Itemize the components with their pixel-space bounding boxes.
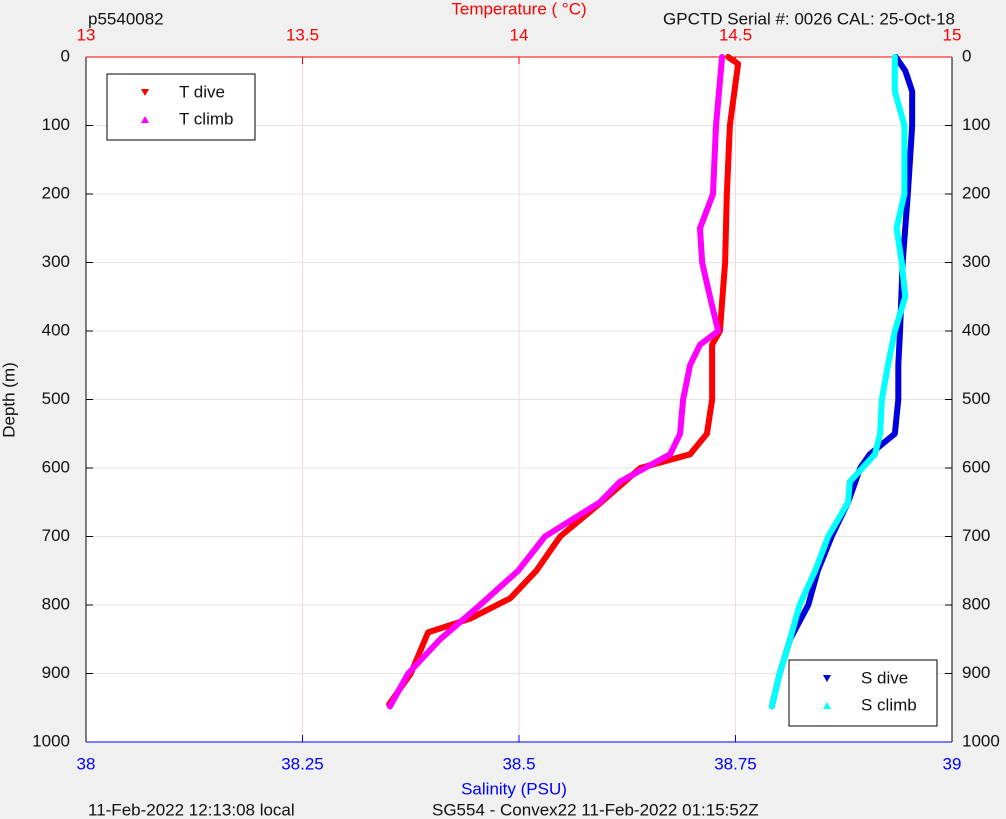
legend-box <box>106 73 256 141</box>
legend-marker <box>141 89 149 96</box>
y-tick-label: 0 <box>61 46 70 65</box>
legend-label: S dive <box>861 668 908 687</box>
y2-tick-label: 300 <box>962 252 990 271</box>
series-line <box>386 54 726 710</box>
y-axis-title: Depth (m) <box>0 362 18 438</box>
x-tick-label: 38.25 <box>281 754 324 773</box>
x2-tick-label: 13 <box>77 25 96 44</box>
y-tick-label: 400 <box>42 320 70 339</box>
y-tick-label: 200 <box>42 183 70 202</box>
legend-box <box>788 659 938 727</box>
title-right: GPCTD Serial #: 0026 CAL: 25-Oct-18 <box>663 9 955 28</box>
y-tick-label: 500 <box>42 389 70 408</box>
y-tick-label: 1000 <box>32 731 70 750</box>
footer-left: 11-Feb-2022 12:13:08 local <box>88 800 295 819</box>
y2-tick-label: 800 <box>962 594 990 613</box>
x2-tick-label: 13.5 <box>286 25 319 44</box>
y-tick-label: 800 <box>42 594 70 613</box>
y-tick-label: 900 <box>42 663 70 682</box>
x-tick-label: 38 <box>77 754 96 773</box>
y2-tick-label: 900 <box>962 663 990 682</box>
legend-label: T dive <box>179 82 225 101</box>
y2-tick-label: 100 <box>962 115 990 134</box>
legend-label: T climb <box>179 109 233 128</box>
x2-tick-label: 14 <box>510 25 529 44</box>
footer-center: SG554 - Convex22 11-Feb-2022 01:15:52Z <box>432 800 759 819</box>
x-tick-label: 38.5 <box>502 754 535 773</box>
series-line <box>768 54 916 710</box>
y2-tick-label: 600 <box>962 457 990 476</box>
series-line <box>768 54 909 710</box>
y-tick-label: 300 <box>42 252 70 271</box>
legend-marker <box>141 116 149 123</box>
series-line <box>386 54 742 708</box>
y-tick-label: 100 <box>42 115 70 134</box>
y2-tick-label: 0 <box>962 46 971 65</box>
y2-tick-label: 500 <box>962 389 990 408</box>
y2-tick-label: 1000 <box>962 731 1000 750</box>
x-axis-title: Salinity (PSU) <box>461 779 567 798</box>
x-tick-label: 38.75 <box>714 754 757 773</box>
legend-label: S climb <box>861 695 917 714</box>
y-tick-label: 600 <box>42 457 70 476</box>
y2-tick-label: 200 <box>962 183 990 202</box>
y-tick-label: 700 <box>42 526 70 545</box>
y2-tick-label: 400 <box>962 320 990 339</box>
legend-marker <box>823 675 831 682</box>
y2-tick-label: 700 <box>962 526 990 545</box>
x2-tick-label: 14.5 <box>719 25 752 44</box>
x-tick-label: 39 <box>943 754 962 773</box>
x2-tick-label: 15 <box>943 25 962 44</box>
x2-axis-title: Temperature ( °C) <box>451 0 586 18</box>
legend-marker <box>823 702 831 709</box>
title-left: p5540082 <box>88 9 164 28</box>
